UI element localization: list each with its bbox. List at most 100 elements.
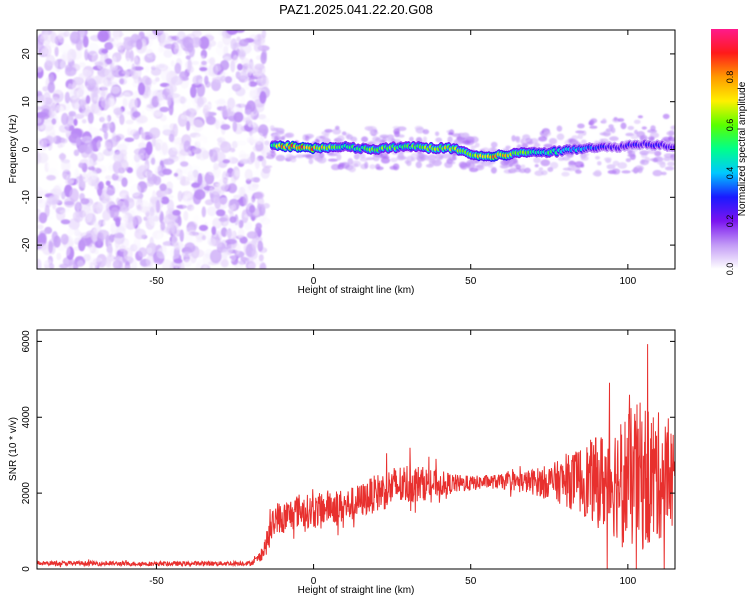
halo-blob <box>520 138 525 145</box>
noise-blob <box>74 113 85 119</box>
halo-blob <box>662 113 670 120</box>
halo-blob <box>538 136 548 142</box>
noise-blob <box>160 221 166 231</box>
halo-blob <box>620 122 627 130</box>
halo-blob <box>455 139 460 145</box>
halo-blob <box>262 166 271 174</box>
noise-blob <box>169 85 174 99</box>
noise-blob <box>156 248 168 259</box>
noise-blob <box>149 206 155 219</box>
halo-blob <box>636 131 646 138</box>
noise-blob <box>117 36 122 51</box>
noise-blob <box>253 191 265 200</box>
noise-blob <box>104 67 112 78</box>
noise-blob <box>172 209 181 216</box>
noise-blob <box>126 167 133 174</box>
noise-blob <box>110 207 120 219</box>
halo-blob <box>275 154 286 162</box>
noise-blob <box>108 37 115 42</box>
halo-blob <box>523 167 531 174</box>
halo-blob <box>589 125 598 129</box>
noise-blob <box>87 112 94 124</box>
noise-blob <box>168 194 174 199</box>
noise-blob <box>230 38 238 51</box>
noise-blob <box>162 129 173 136</box>
noise-blob <box>114 237 121 248</box>
noise-blob <box>171 143 183 152</box>
noise-blob <box>184 185 192 199</box>
noise-blob <box>138 165 147 177</box>
noise-blob <box>186 120 191 131</box>
noise-blob <box>60 138 68 144</box>
halo-blob <box>380 135 389 139</box>
noise-blob <box>261 30 267 39</box>
halo-blob <box>561 171 570 177</box>
halo-blob <box>547 167 554 172</box>
noise-blob <box>227 97 236 110</box>
noise-blob <box>157 62 167 70</box>
spectrogram-y-tick-label: 0 <box>21 146 32 152</box>
noise-blob <box>190 37 202 48</box>
noise-blob <box>190 112 195 119</box>
noise-blob <box>61 191 66 200</box>
snr-y-tick-label: 2000 <box>21 482 32 505</box>
noise-blob <box>121 213 129 227</box>
noise-blob <box>209 149 218 163</box>
noise-blob <box>246 231 258 239</box>
noise-blob <box>132 97 138 111</box>
noise-blob <box>124 137 135 143</box>
halo-blob <box>415 127 425 134</box>
noise-blob <box>243 193 248 206</box>
noise-blob <box>232 54 238 64</box>
halo-blob <box>520 164 526 169</box>
noise-blob <box>105 180 111 186</box>
noise-blob <box>129 183 141 197</box>
noise-blob <box>65 179 74 185</box>
noise-blob <box>105 122 113 129</box>
spectrogram-image <box>37 30 675 269</box>
halo-blob <box>511 135 516 142</box>
noise-blob <box>37 41 44 50</box>
noise-blob <box>233 111 244 123</box>
halo-blob <box>514 136 521 141</box>
noise-blob <box>189 107 199 113</box>
noise-blob <box>73 118 78 126</box>
halo-blob <box>393 128 400 135</box>
colorbar: 0.0 0.2 0.4 0.6 0.8 Normalized spectral ampl… <box>711 29 748 275</box>
noise-blob <box>104 141 112 150</box>
halo-blob <box>637 115 644 119</box>
noise-blob <box>199 36 210 50</box>
halo-blob <box>533 157 541 164</box>
halo-blob <box>447 136 453 143</box>
noise-blob <box>50 208 56 216</box>
noise-blob <box>249 204 256 214</box>
noise-blob <box>208 64 213 77</box>
halo-blob <box>369 164 376 170</box>
halo-blob <box>652 169 663 177</box>
noise-blob <box>181 95 186 107</box>
noise-blob <box>217 197 230 209</box>
noise-blob <box>83 140 93 155</box>
noise-blob <box>121 177 128 188</box>
noise-blob <box>260 77 269 87</box>
noise-blob <box>228 253 237 262</box>
noise-blob <box>45 42 50 55</box>
noise-blob <box>118 159 129 172</box>
halo-blob <box>508 163 514 167</box>
noise-blob <box>262 203 270 209</box>
noise-blob <box>155 30 168 33</box>
noise-blob <box>225 239 237 245</box>
noise-blob <box>50 96 60 105</box>
noise-blob <box>207 163 214 168</box>
halo-blob <box>617 162 628 169</box>
noise-blob <box>177 215 182 227</box>
noise-blob <box>231 83 242 92</box>
spectrogram-y-tick-label: 20 <box>21 48 32 60</box>
halo-blob <box>601 119 607 124</box>
noise-blob <box>159 183 167 192</box>
noise-blob <box>215 43 228 57</box>
halo-blob <box>389 165 398 170</box>
noise-blob <box>226 108 231 115</box>
noise-blob <box>174 62 182 74</box>
noise-blob <box>186 199 193 206</box>
